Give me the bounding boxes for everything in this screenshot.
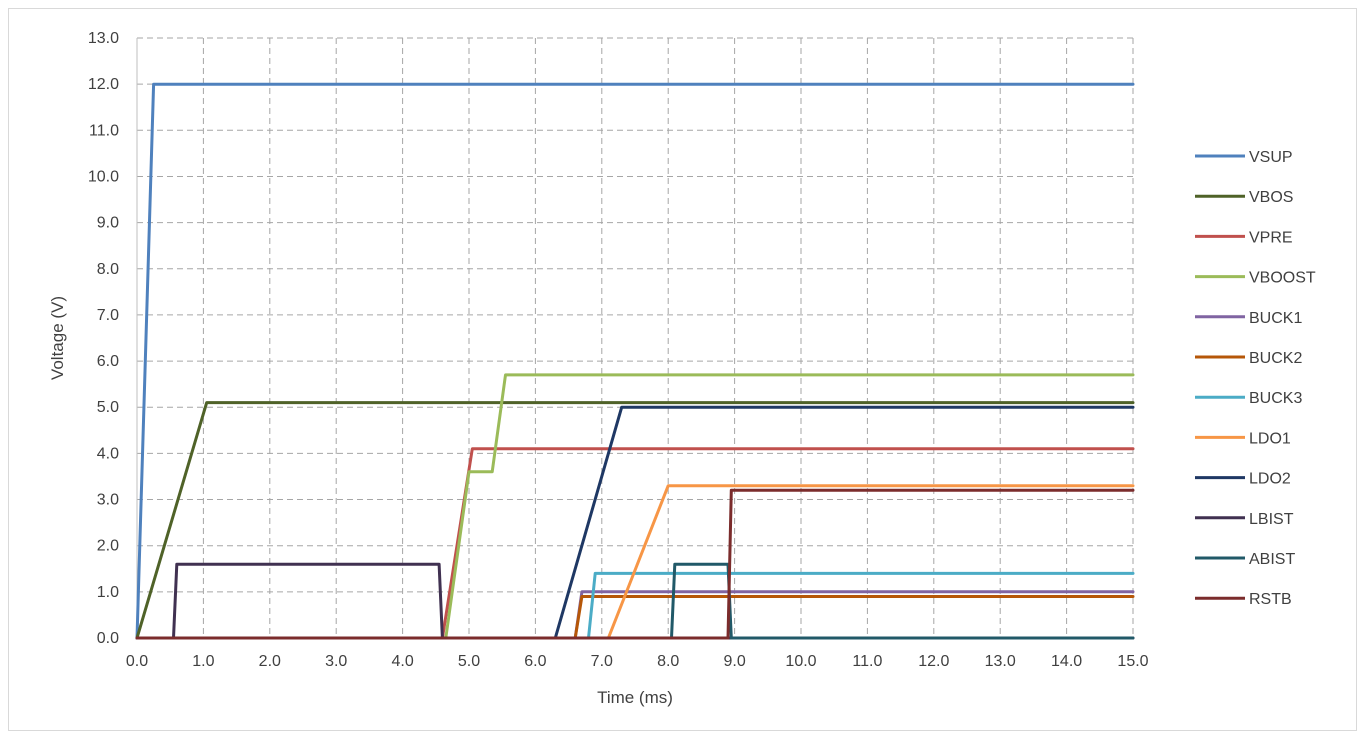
x-tick-labels: 0.0 1.0 2.0 3.0 4.0 5.0 6.0 7.0 8.0 9.0 10.0 11.0 12… <box>126 653 1149 670</box>
legend-label-buck3: BUCK3 <box>1249 390 1302 407</box>
series-line-vpre <box>135 447 1135 640</box>
y-tick-label: 1.0 <box>97 584 119 601</box>
y-tick-label: 12.0 <box>88 76 119 93</box>
series-line-buck2 <box>135 595 1135 640</box>
x-tick-label: 11.0 <box>852 653 882 670</box>
series-line-abist <box>135 562 1135 640</box>
legend-label-vbos: VBOS <box>1249 189 1293 206</box>
x-tick-label: 0.0 <box>126 653 148 670</box>
y-tick-label: 7.0 <box>97 307 119 324</box>
x-tick-label: 3.0 <box>325 653 347 670</box>
legend-label-buck2: BUCK2 <box>1249 350 1302 367</box>
series-line-buck3 <box>135 571 1135 640</box>
legend-label-buck1: BUCK1 <box>1249 310 1302 327</box>
y-tick-labels: 0.0 1.0 2.0 3.0 4.0 5.0 6.0 7.0 8.0 9.0 10.0 11.0 12… <box>88 30 119 647</box>
legend: VSUP VBOS VPRE VBOOST BUCK1 BUCK2 BUCK3 LDO1 LDO… <box>1195 149 1316 608</box>
y-tick-label: 13.0 <box>88 30 119 47</box>
x-tick-label: 12.0 <box>918 653 949 670</box>
legend-label-vpre: VPRE <box>1249 229 1293 246</box>
y-tick-label: 0.0 <box>97 630 119 647</box>
y-axis-title: Voltage (V) <box>48 296 67 380</box>
y-tick-label: 6.0 <box>97 353 119 370</box>
y-tick-label: 11.0 <box>89 122 119 139</box>
x-tick-label: 8.0 <box>657 653 679 670</box>
legend-label-abist: ABIST <box>1249 551 1295 568</box>
grid-lines <box>137 37 1134 638</box>
y-tick-label: 8.0 <box>97 261 119 278</box>
series-line-ldo2 <box>135 405 1135 640</box>
y-tick-label: 3.0 <box>97 492 119 509</box>
x-tick-label: 14.0 <box>1051 653 1082 670</box>
x-tick-label: 2.0 <box>259 653 281 670</box>
series-lines <box>135 82 1135 640</box>
series-line-ldo1 <box>135 484 1135 640</box>
x-tick-label: 7.0 <box>591 653 613 670</box>
series-line-buck1 <box>135 590 1135 640</box>
chart-frame <box>8 8 1357 731</box>
x-tick-label: 13.0 <box>985 653 1016 670</box>
series-line-vbos <box>135 401 1135 640</box>
y-tick-label: 2.0 <box>97 538 119 555</box>
x-tick-label: 1.0 <box>192 653 214 670</box>
legend-label-vsup: VSUP <box>1249 149 1293 166</box>
x-axis-title: Time (ms) <box>597 688 673 707</box>
x-tick-label: 9.0 <box>723 653 745 670</box>
series-line-lbist <box>135 562 1135 640</box>
legend-label-lbist: LBIST <box>1249 511 1294 528</box>
x-tick-label: 5.0 <box>458 653 480 670</box>
legend-label-vboost: VBOOST <box>1249 270 1316 287</box>
series-line-vboost <box>135 373 1135 640</box>
x-tick-label: 4.0 <box>391 653 413 670</box>
axes <box>136 38 1133 639</box>
series-line-rstb <box>135 488 1135 640</box>
x-tick-label: 10.0 <box>785 653 816 670</box>
x-tick-label: 15.0 <box>1117 653 1148 670</box>
y-tick-label: 4.0 <box>97 445 119 462</box>
x-tick-label: 6.0 <box>524 653 546 670</box>
legend-label-rstb: RSTB <box>1249 591 1292 608</box>
series-line-vsup <box>135 82 1135 640</box>
y-tick-label: 9.0 <box>97 215 119 232</box>
legend-label-ldo2: LDO2 <box>1249 471 1291 488</box>
y-tick-label: 10.0 <box>88 168 119 185</box>
legend-label-ldo1: LDO1 <box>1249 430 1291 447</box>
y-tick-label: 5.0 <box>97 399 119 416</box>
